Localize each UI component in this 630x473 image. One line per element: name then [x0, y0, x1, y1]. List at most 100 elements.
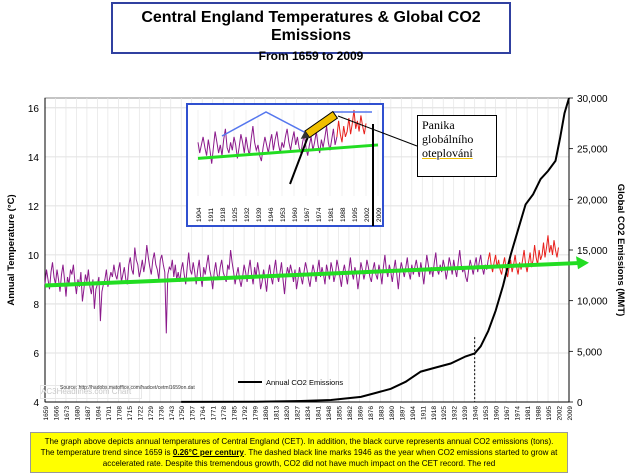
inset-x-tick-label: 2002 — [364, 207, 371, 222]
x-tick-label: 1827 — [295, 406, 302, 421]
annotation-line-1: Panika — [422, 118, 455, 132]
x-tick-label: 1799 — [253, 406, 260, 421]
x-tick-label: 1736 — [158, 406, 165, 421]
chart-svg: 4 6 8 10 12 14 16 0 5,000 10,000 15,000 20,000 25,00… — [6, 94, 626, 420]
inset-co2-rise — [289, 133, 310, 185]
x-tick-label: 1771 — [211, 406, 218, 421]
x-tick-label: 1911 — [420, 406, 427, 420]
y2-tick-label: 25,000 — [577, 145, 608, 156]
x-tick-label: 1792 — [242, 406, 249, 421]
y-tick-label: 4 — [33, 398, 39, 409]
x-tick-label: 1666 — [53, 406, 60, 421]
y2-tick-label: 20,000 — [577, 195, 608, 206]
chart-subtitle: From 1659 to 2009 — [258, 49, 364, 63]
inset-x-tick-label: 1939 — [256, 207, 263, 222]
source-text: Source: http://hadobs.metoffice.com/hadc… — [60, 385, 195, 391]
y-axis-title: Annual Temperature (°C) — [6, 194, 17, 305]
y2-tick-label: 0 — [577, 398, 583, 409]
x-tick-label: 1918 — [431, 406, 438, 421]
y2-tick-label: 30,000 — [577, 94, 608, 105]
x-tick-label: 1967 — [504, 406, 511, 421]
inset-x-tick-label: 2009 — [376, 207, 383, 222]
x-tick-label: 1960 — [494, 406, 501, 421]
y-tick-label: 14 — [28, 153, 40, 164]
x-tick-label: 1841 — [315, 406, 322, 421]
x-tick-label: 1757 — [190, 406, 197, 421]
x-tick-label: 1974 — [515, 406, 522, 421]
x-tick-label: 1708 — [116, 406, 123, 421]
inset-x-tick-label: 1946 — [268, 207, 275, 222]
x-tick-label: 1743 — [169, 406, 176, 421]
y2-tick-label: 5,000 — [577, 347, 602, 358]
x-tick-label: 1946 — [473, 406, 480, 421]
x-tick-label: 1897 — [399, 406, 406, 421]
trend-line — [44, 260, 582, 288]
x-tick-label: 1890 — [389, 406, 396, 421]
inset-x-tick-label: 1953 — [280, 207, 287, 222]
x-tick-label: 1715 — [127, 406, 134, 421]
axes-layer: 4 6 8 10 12 14 16 0 5,000 10,000 15,000 20,000 25,00… — [6, 94, 626, 420]
x-tick-label: 1659 — [43, 406, 50, 421]
legend-label: Annual CO2 Emissions — [266, 378, 343, 387]
x-tick-label: 1673 — [64, 406, 71, 421]
x-tick-label: 1701 — [106, 406, 113, 421]
caption-part-2: . The dashed black line marks 1946 as th… — [102, 448, 558, 468]
inset-layer: 1904 1911 1918 1925 1932 1939 1946 1953 1960 1967… — [186, 103, 418, 227]
x-tick-label: 1722 — [137, 406, 144, 421]
inset-x-tick-label: 1974 — [316, 207, 323, 222]
x-tick-label: 1862 — [347, 406, 354, 421]
caption-part-1: The graph above depicts annual temperatu… — [40, 437, 554, 457]
x-tick-label: 1981 — [525, 406, 532, 421]
inset-x-tick-label: 1932 — [244, 207, 251, 222]
x-tick-label: 1848 — [326, 406, 333, 421]
trend-arrowhead — [576, 256, 589, 270]
pencil-icon — [300, 110, 339, 139]
x-tick-label: 1953 — [483, 406, 490, 421]
annotation-box: Panika globálního oteplování — [417, 115, 497, 177]
inset-x-tick-label: 1981 — [328, 207, 335, 222]
x-tick-label: 1883 — [378, 406, 385, 421]
inset-frame — [186, 103, 384, 227]
x-tick-label: 1939 — [462, 406, 469, 421]
x-tick-label: 1876 — [368, 406, 375, 421]
inset-x-tick-label: 1967 — [304, 207, 311, 222]
inset-trend-line — [197, 143, 379, 160]
x-tick-label: 1869 — [357, 406, 364, 421]
x-tick-label: 1750 — [179, 406, 186, 421]
co2-line — [181, 97, 570, 403]
inset-x-tick-label: 1995 — [352, 207, 359, 222]
inset-x-tick-label: 1925 — [232, 207, 239, 222]
y2-tick-label: 15,000 — [577, 246, 608, 257]
title-box: Central England Temperatures & Global CO… — [111, 2, 511, 63]
x-tick-label: 1694 — [95, 406, 102, 421]
x-tick-label: 1764 — [200, 406, 207, 421]
x-tick-label: 1988 — [536, 406, 543, 421]
pencil-tip — [300, 131, 310, 139]
x-tick-label: 1932 — [452, 406, 459, 421]
annotation-line-2: globálního — [422, 132, 474, 146]
x-tick-label: 2009 — [567, 406, 574, 421]
y2-axis-title: Global CO2 Emissions (MMT) — [615, 184, 626, 317]
x-tick-label: 1834 — [305, 406, 312, 421]
x-tick-label: 1729 — [148, 406, 155, 421]
y-tick-label: 8 — [33, 300, 39, 311]
inset-x-tick-label: 1918 — [220, 207, 227, 222]
inset-x-tick-label: 1904 — [196, 207, 203, 222]
annotation-line-3: oteplování — [422, 146, 473, 160]
y-tick-label: 12 — [28, 202, 40, 213]
inset-x-tick-label: 1988 — [340, 207, 347, 222]
inset-temperature-line-recent — [336, 109, 367, 143]
y-tick-label: 10 — [28, 251, 40, 262]
caption-rate: 0.26°C per century — [172, 448, 245, 457]
y-tick-label: 6 — [33, 349, 39, 360]
x-tick-label: 1778 — [221, 406, 228, 421]
annotation-pointer — [337, 115, 418, 147]
x-tick-label: 1806 — [263, 406, 270, 421]
x-tick-label: 1680 — [74, 406, 81, 421]
y-tick-label: 16 — [28, 104, 40, 115]
y2-tick-label: 10,000 — [577, 297, 608, 308]
x-tick-label: 1785 — [232, 406, 239, 421]
x-tick-label: 1925 — [441, 406, 448, 421]
x-tick-label: 1687 — [85, 406, 92, 421]
x-tick-label: 1855 — [336, 406, 343, 421]
